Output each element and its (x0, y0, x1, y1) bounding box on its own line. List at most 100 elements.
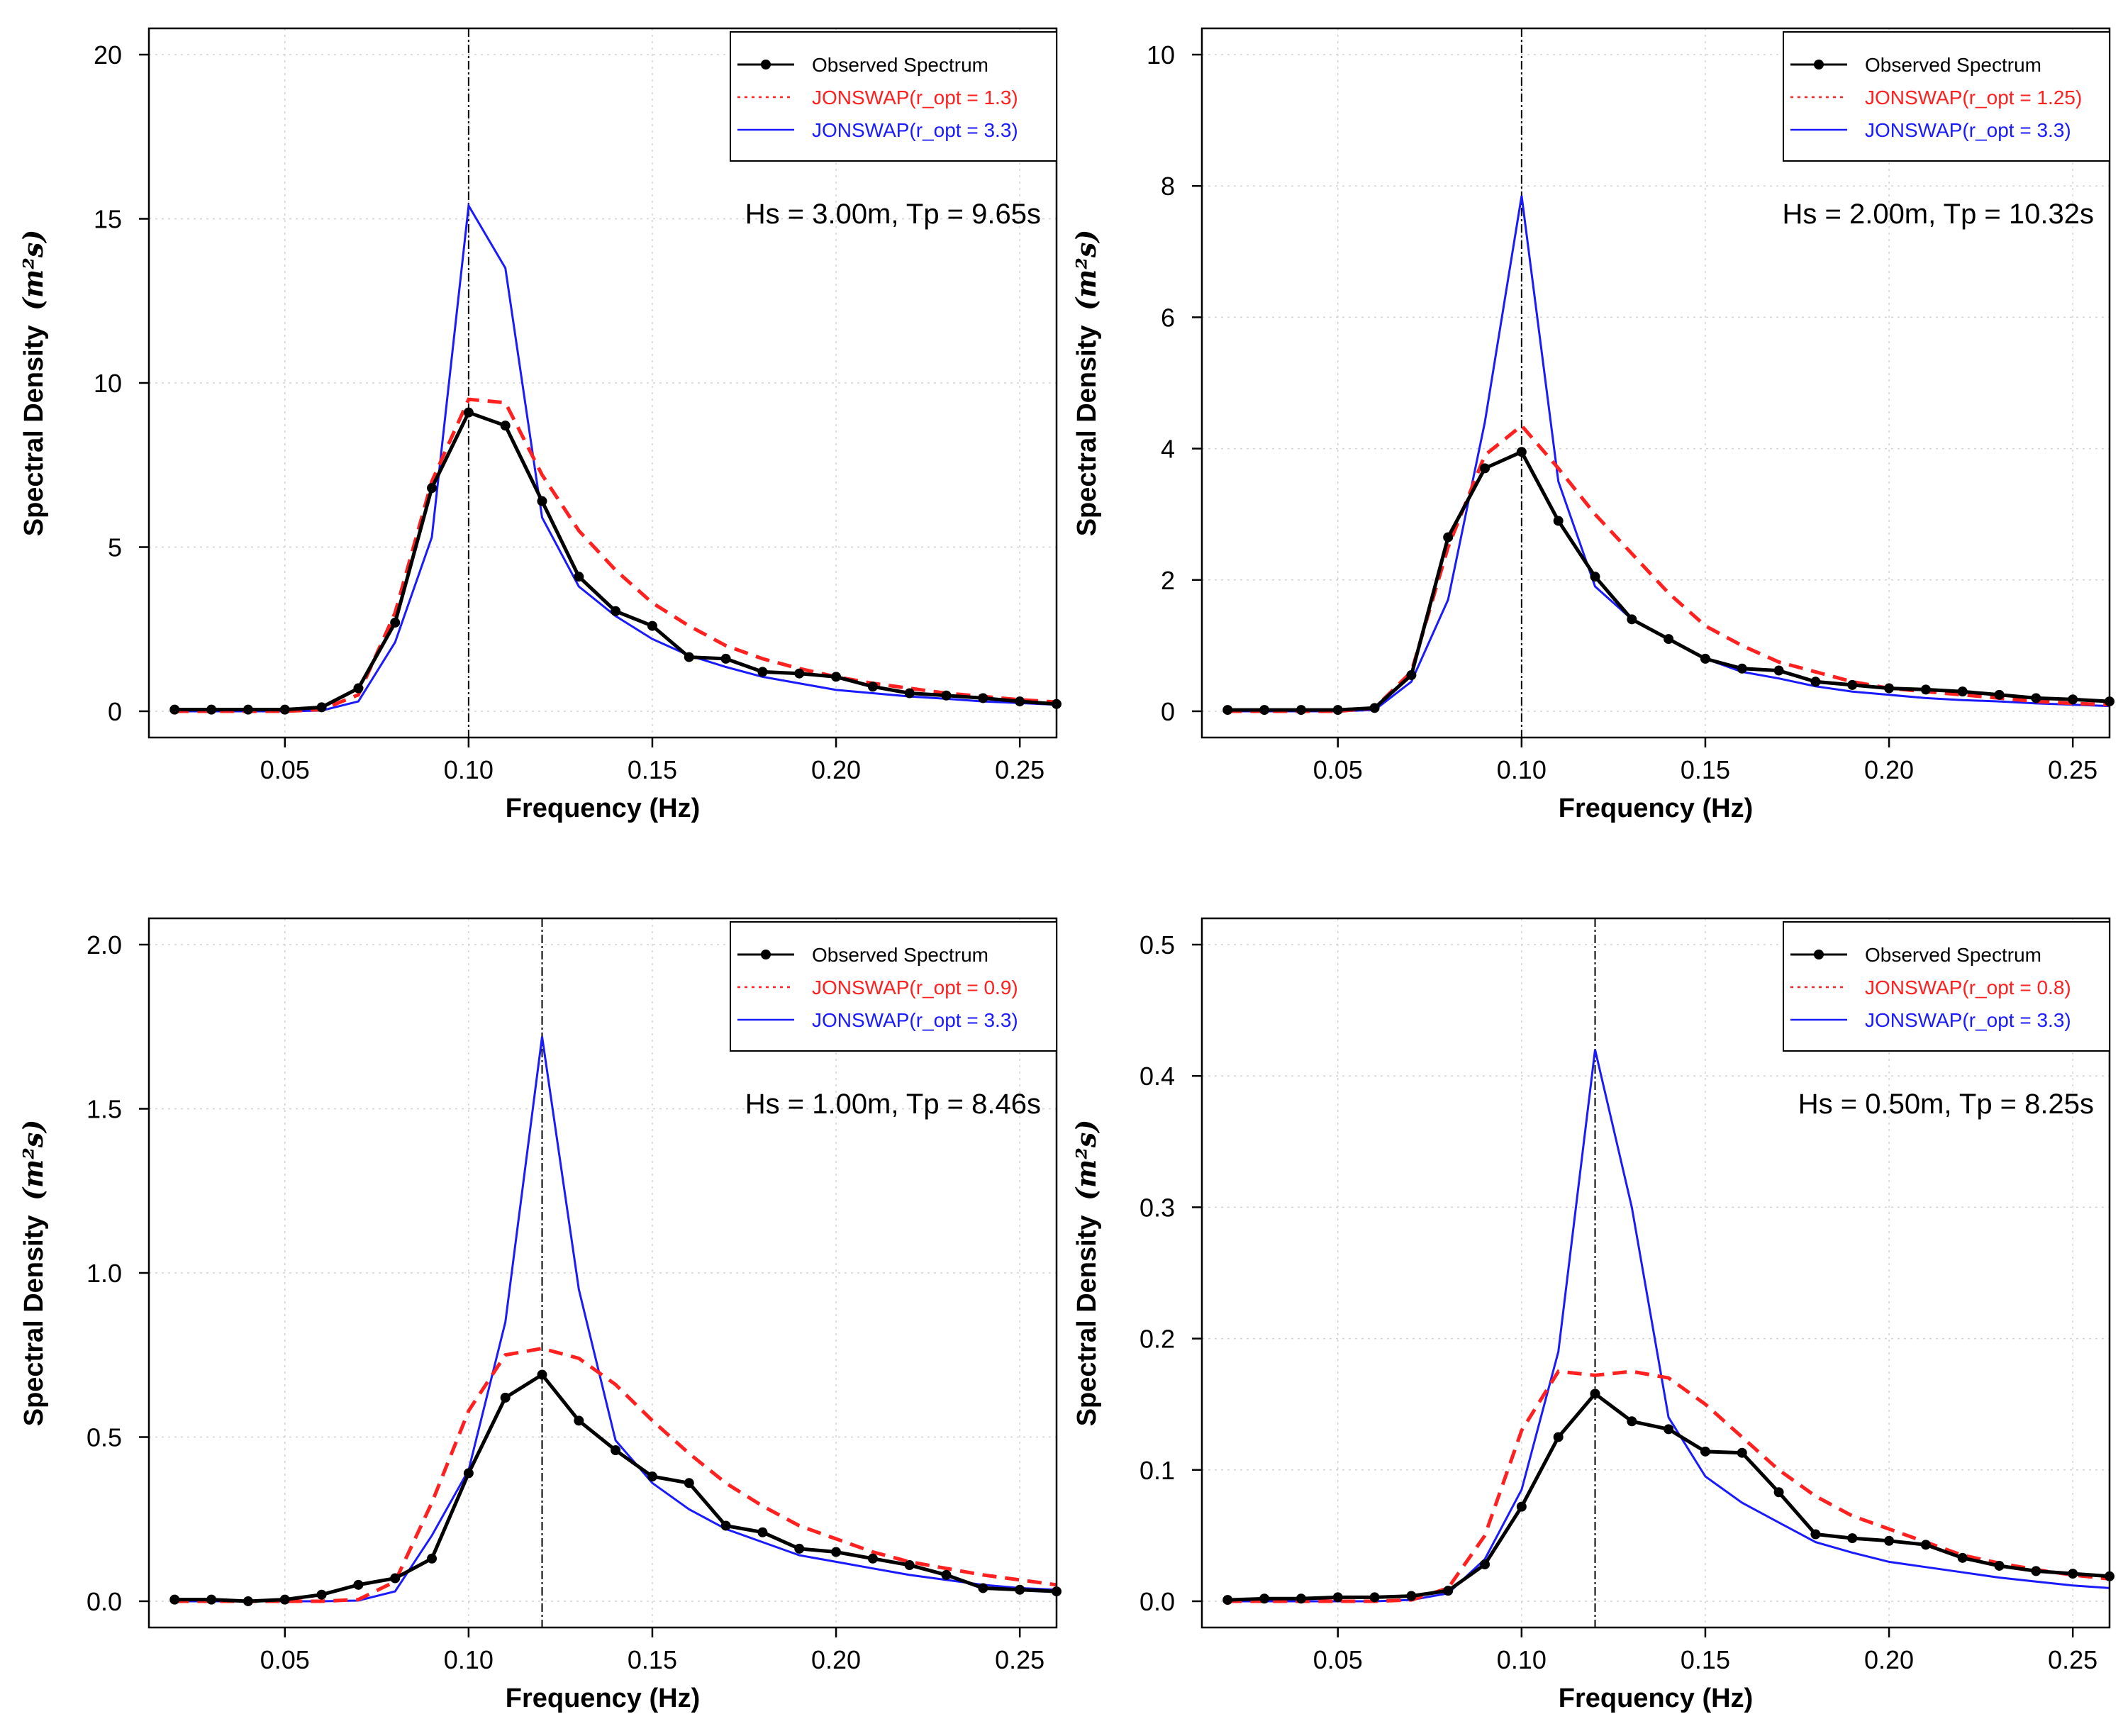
x-tick-label-3-3: 0.20 (1864, 1645, 1914, 1674)
x-tick-label-2-1: 0.10 (444, 1645, 494, 1674)
observed-point-0-1 (206, 704, 217, 715)
series-1 (1222, 195, 2114, 716)
observed-point-1-2 (1295, 705, 1306, 716)
observed-point-0-10 (537, 496, 547, 506)
observed-point-3-2 (1295, 1593, 1306, 1604)
x-tick-label-1-4: 0.25 (2048, 755, 2097, 784)
series-observed-0 (174, 410, 1057, 712)
observed-point-2-19 (867, 1553, 878, 1564)
legend-box-3 (1783, 921, 2110, 1052)
observed-point-3-18 (1884, 1535, 1895, 1546)
y-tick-label-2-2: 1.0 (87, 1259, 122, 1288)
ticks-2: 0.05 0.10 0.15 0.20 0.25 0.0 0.5 1.0 1.5 2.0 (87, 930, 1044, 1674)
y-tick-label-1-4: 8 (1161, 172, 1175, 201)
y-axis-unit-3: (m²s) (1070, 1120, 1102, 1201)
observed-point-2-18 (831, 1547, 842, 1557)
observed-point-3-7 (1480, 1559, 1490, 1570)
observed-point-1-22 (2031, 693, 2041, 703)
y-axis-label-2: Spectral Density (m²s) (17, 1120, 49, 1427)
plot-frame-3 (1200, 917, 2111, 1629)
x-axis-label-3: Frequency (Hz) (1559, 1684, 1753, 1713)
x-tick-label-3-0: 0.05 (1313, 1645, 1363, 1674)
observed-point-2-1 (206, 1594, 217, 1605)
panel-hs-2m: 0.05 0.10 0.15 0.20 0.25 0 2 4 6 8 10 Frequency (H… (1070, 27, 2114, 823)
legend-label-blue-0: JONSWAP(r_opt = 3.3) (812, 119, 1018, 141)
observed-point-2-6 (390, 1573, 401, 1584)
annotation-3: Hs = 0.50m, Tp = 8.25s (1798, 1089, 2094, 1120)
legend-box-1 (1783, 31, 2110, 162)
observed-point-1-9 (1553, 516, 1564, 526)
y-tick-label-0-2: 10 (94, 369, 122, 398)
y-tick-label-3-5: 0.5 (1139, 930, 1175, 959)
y-tick-label-2-0: 0.0 (87, 1587, 122, 1616)
legend-observed-marker-0 (761, 60, 771, 69)
x-tick-label-1-2: 0.15 (1681, 755, 1730, 784)
legend-0: Observed Spectrum JONSWAP(r_opt = 1.3) J… (730, 31, 1057, 162)
annotation-2: Hs = 1.00m, Tp = 8.46s (745, 1089, 1041, 1120)
y-axis-label-text-1: Spectral Density (1072, 325, 1102, 536)
series-jonswap-3-3-1 (1227, 195, 2110, 713)
observed-point-1-8 (1516, 447, 1527, 457)
observed-point-0-15 (720, 653, 731, 664)
observed-point-3-13 (1700, 1446, 1710, 1457)
x-tick-label-0-3: 0.20 (811, 755, 861, 784)
observed-point-0-9 (500, 421, 511, 431)
grid-0 (149, 28, 1057, 738)
grid-1 (1202, 28, 2110, 738)
observed-point-3-20 (1957, 1552, 1968, 1563)
y-tick-label-1-3: 6 (1161, 303, 1175, 332)
observed-point-1-7 (1480, 463, 1490, 474)
y-axis-label-0: Spectral Density (m²s) (17, 230, 49, 537)
grid-2 (149, 918, 1057, 1628)
y-tick-label-3-0: 0.0 (1139, 1587, 1175, 1616)
series-0 (169, 202, 1062, 715)
ticks-1: 0.05 0.10 0.15 0.20 0.25 0 2 4 6 8 10 (1147, 40, 2097, 784)
observed-point-3-14 (1737, 1447, 1747, 1458)
observed-point-1-14 (1737, 663, 1747, 674)
observed-point-2-20 (904, 1560, 915, 1571)
observed-point-0-16 (757, 667, 768, 677)
observed-point-1-13 (1700, 653, 1710, 664)
observed-point-3-17 (1847, 1533, 1858, 1544)
observed-point-2-21 (941, 1569, 952, 1580)
observed-point-2-23 (1015, 1584, 1025, 1595)
observed-point-3-23 (2068, 1569, 2078, 1579)
observed-point-0-14 (684, 652, 694, 662)
series-3 (1222, 1049, 2114, 1606)
observed-point-2-7 (427, 1553, 438, 1564)
observed-point-2-0 (169, 1594, 180, 1605)
legend-label-blue-2: JONSWAP(r_opt = 3.3) (812, 1009, 1018, 1031)
observed-point-0-23 (1015, 696, 1025, 707)
observed-point-2-16 (757, 1527, 768, 1537)
x-tick-label-0-1: 0.10 (444, 755, 494, 784)
series-observed-1 (1227, 449, 2110, 712)
series-jonswap-fit-0 (174, 397, 1057, 713)
y-axis-unit-1: (m²s) (1070, 230, 1102, 311)
y-tick-label-2-4: 2.0 (87, 930, 122, 959)
observed-point-2-2 (243, 1596, 253, 1606)
y-axis-label-text-0: Spectral Density (19, 325, 49, 536)
y-tick-label-0-0: 0 (108, 697, 122, 726)
y-tick-label-0-4: 20 (94, 40, 122, 69)
observed-point-2-17 (794, 1543, 805, 1554)
y-tick-label-3-2: 0.2 (1139, 1325, 1175, 1354)
x-tick-label-1-3: 0.20 (1864, 755, 1914, 784)
legend-label-observed-2: Observed Spectrum (812, 944, 988, 966)
observed-point-2-22 (978, 1583, 988, 1593)
observed-point-0-19 (867, 681, 878, 692)
panel-hs-1m: 0.05 0.10 0.15 0.20 0.25 0.0 0.5 1.0 1.5 2.0 Freq… (17, 917, 1062, 1713)
legend-observed-marker-2 (761, 950, 771, 959)
x-tick-label-3-4: 0.25 (2048, 1645, 2097, 1674)
observed-point-0-5 (353, 683, 364, 694)
panel-hs-0.5m: 0.05 0.10 0.15 0.20 0.25 0.0 0.1 0.2 0.3 0.4 0.5 F… (1070, 917, 2114, 1713)
observed-point-0-6 (390, 617, 401, 628)
x-axis-label-1: Frequency (Hz) (1559, 794, 1753, 823)
observed-point-0-12 (611, 606, 621, 616)
plot-frame-1 (1200, 27, 2111, 739)
observed-point-3-4 (1369, 1592, 1380, 1603)
y-tick-label-1-0: 0 (1161, 697, 1175, 726)
legend-label-blue-3: JONSWAP(r_opt = 3.3) (1865, 1009, 2071, 1031)
observed-point-1-11 (1627, 614, 1637, 625)
legend-observed-marker-1 (1814, 60, 1824, 69)
observed-point-2-4 (316, 1589, 327, 1600)
